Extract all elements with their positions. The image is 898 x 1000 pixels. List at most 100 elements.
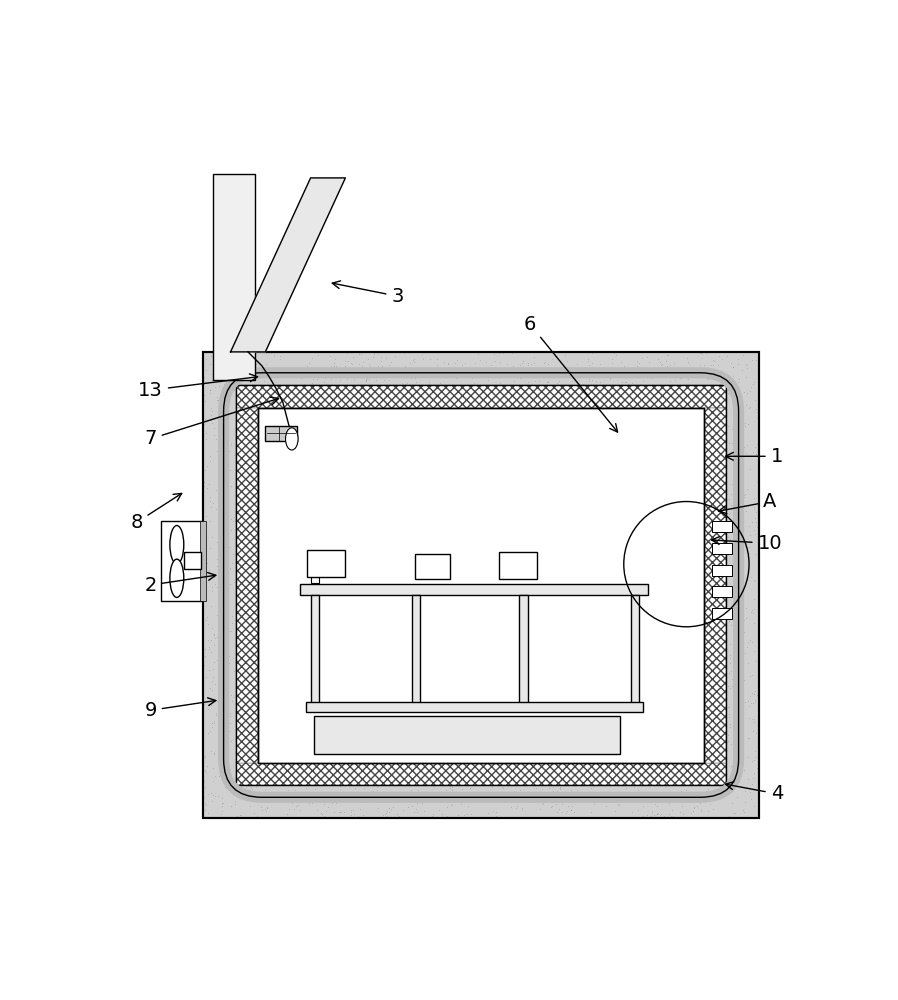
Point [205,415,219,431]
Point [216,803,230,819]
Point [747,499,762,515]
Point [744,534,758,550]
Point [210,693,224,709]
Point [227,431,242,447]
Point [744,514,759,530]
Point [735,556,749,572]
Point [259,803,273,819]
Polygon shape [231,178,346,352]
Point [569,356,584,372]
Point [224,761,238,777]
Point [747,743,762,759]
Point [683,365,698,381]
Point [207,654,221,670]
Point [302,355,316,371]
Point [738,418,753,434]
Point [717,783,731,799]
Point [356,354,370,370]
Point [693,801,708,817]
Point [751,537,765,553]
Point [346,365,360,381]
Point [722,808,736,824]
Point [575,789,589,805]
Point [330,788,344,804]
Point [732,371,746,387]
Point [735,768,749,784]
Point [311,347,325,363]
Point [656,790,670,806]
Point [364,793,378,809]
Point [724,736,738,752]
Point [735,362,749,378]
Point [739,610,753,626]
Point [227,382,242,398]
Point [207,637,221,653]
Point [538,777,552,793]
Bar [712,608,732,619]
Point [317,796,331,812]
Point [383,801,398,817]
Point [301,790,315,806]
Point [555,796,569,812]
Point [220,375,234,391]
Point [747,752,762,768]
Point [748,749,762,765]
Point [743,780,757,796]
Point [210,558,224,574]
Point [221,380,235,396]
Point [209,431,224,447]
Point [217,590,232,606]
Point [552,779,567,795]
Point [340,784,355,800]
Point [744,634,759,650]
Point [222,623,236,639]
Point [722,647,736,663]
Bar [314,716,621,754]
Point [743,399,757,415]
Point [198,351,213,367]
Point [216,771,230,787]
Point [370,782,384,798]
Point [208,768,223,784]
Point [749,653,763,669]
Point [494,779,508,795]
Point [249,353,263,369]
Point [398,376,412,392]
Point [744,668,758,684]
Point [216,473,231,489]
Point [695,350,709,366]
Point [324,795,339,811]
Point [722,584,736,600]
Point [465,777,480,793]
Point [457,355,471,371]
Point [316,374,330,390]
Point [343,364,357,380]
Point [321,799,335,815]
Point [742,545,756,561]
Point [329,795,343,811]
Point [692,345,707,361]
Point [245,781,260,797]
Point [358,373,373,389]
Point [463,806,478,822]
Point [258,782,272,798]
Point [749,504,763,520]
Point [742,400,756,416]
Point [197,657,211,673]
Point [317,366,331,382]
Point [314,805,329,821]
Point [720,734,735,750]
Point [735,450,750,466]
Point [198,696,212,712]
Point [720,380,735,396]
Point [246,358,260,374]
Point [239,809,253,825]
Point [250,808,264,824]
Point [746,723,761,739]
Point [204,400,218,416]
Point [732,472,746,488]
Point [721,385,735,401]
Point [581,353,595,369]
Point [243,779,258,795]
Point [720,727,735,743]
